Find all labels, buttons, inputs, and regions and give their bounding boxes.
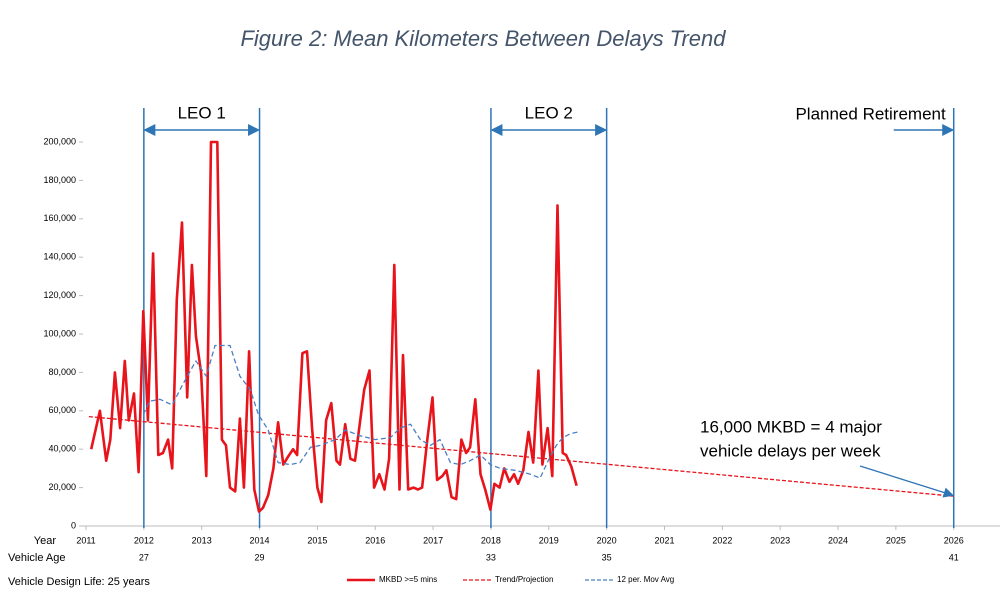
series-line [142,344,579,479]
y-tick-label: 0 [71,520,76,530]
x-tick-label: 2018 [481,535,501,545]
vehicle-age-value: 35 [602,552,612,562]
x-tick-label: 2020 [597,535,617,545]
span-label: LEO 2 [525,103,573,122]
legend-label: MKBD >=5 mins [379,575,437,584]
y-tick-label: 20,000 [48,482,76,492]
note: Vehicle Design Life: 25 years [8,576,150,588]
vehicle-age-value: 41 [949,552,959,562]
x-tick-label: 2011 [76,535,95,545]
y-tick-label: 120,000 [43,290,76,300]
span-label: LEO 1 [178,103,226,122]
vehicle-age-value: 33 [486,552,496,562]
x-tick-label: 2025 [886,535,906,545]
x-tick-label: 2012 [134,535,154,545]
legend-label: Trend/Projection [495,575,553,584]
vehicle-age-value: 29 [255,552,265,562]
x-tick-label: 2013 [192,535,212,545]
vehicle-age-value: 27 [139,552,149,562]
callout-arrow [859,465,954,498]
series-line [89,140,578,513]
y-tick-label: 180,000 [43,175,76,185]
x-tick-label: 2019 [539,535,559,545]
y-tick-label: 160,000 [43,213,76,223]
callout-text: 16,000 MKBD = 4 major [700,417,882,436]
x-tick-label: 2014 [250,535,270,545]
legend-label: 12 per. Mov Avg [617,575,674,584]
x-tick-label: 2017 [423,535,443,545]
x-tick-label: 2022 [712,535,732,545]
retirement-label: Planned Retirement [795,104,946,123]
y-tick-label: 80,000 [48,367,76,377]
x-tick-label: 2026 [944,535,964,545]
x-tick-label: 2024 [828,535,848,545]
x-axis-label: Year [34,535,57,547]
vehicle-age-label: Vehicle Age [8,552,66,564]
y-tick-label: 140,000 [43,252,76,262]
x-tick-label: 2021 [654,535,674,545]
y-tick-label: 60,000 [48,405,76,415]
callout-text: vehicle delays per week [700,441,881,460]
y-tick-label: 40,000 [48,444,76,454]
y-tick-label: 100,000 [43,328,76,338]
x-tick-label: 2015 [307,535,327,545]
x-tick-label: 2016 [365,535,385,545]
x-tick-label: 2023 [770,535,790,545]
chart-title: Figure 2: Mean Kilometers Between Delays… [240,26,726,51]
series-line [88,415,954,497]
y-tick-label: 200,000 [43,136,76,146]
